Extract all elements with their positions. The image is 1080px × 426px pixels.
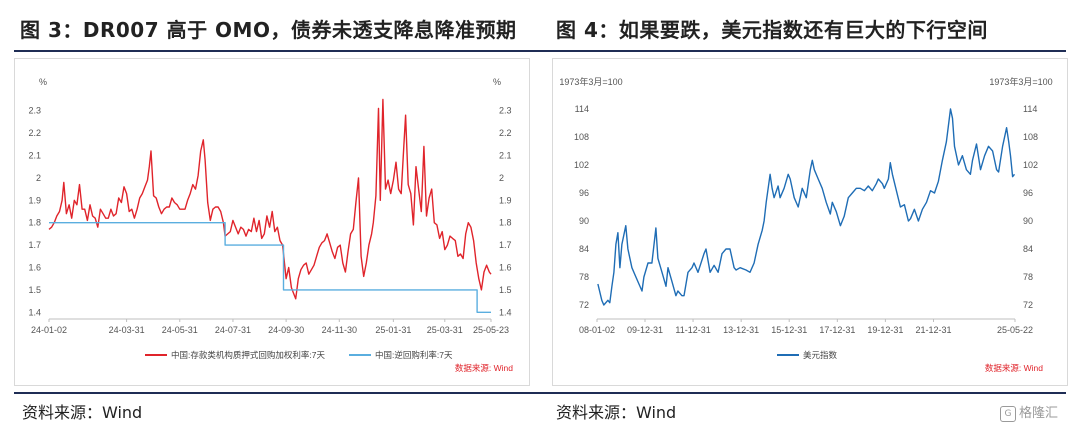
left-chart-xtick-label: 24-11-30 xyxy=(322,325,357,335)
left-chart-series-line-2 xyxy=(49,222,491,313)
left-chart-legend-label-1: 中国:存款类机构质押式回购加权利率:7天 xyxy=(171,350,325,360)
right-chart-left-ytick-label: 96 xyxy=(579,188,589,198)
left-chart-left-ytick-label: 1.6 xyxy=(28,262,41,272)
right-chart-svg: 1973年3月=100 1973年3月=100 72 72 78 78 84 84 90 90 96… xyxy=(559,76,1052,373)
right-chart-xtick-label: 25-05-22 xyxy=(997,325,1033,335)
left-chart-right-ytick-label: 2.3 xyxy=(499,106,512,116)
right-chart-xtick-label: 21-12-31 xyxy=(915,325,951,335)
left-chart-left-ytick-label: 1.4 xyxy=(28,307,41,317)
left-chart-svg: % % 1.4 1.4 1.5 1.5 1.6 1.6 1.7 1.7 1.8 1.8 1.9 1.9 2 2… xyxy=(28,77,513,373)
left-source-text: 资料来源：Wind xyxy=(22,403,143,422)
left-chart-right-ytick-label: 1.4 xyxy=(499,307,512,317)
right-chart-right-ytick-label: 114 xyxy=(1023,104,1037,114)
left-chart-xtick-label: 24-05-31 xyxy=(162,325,198,335)
right-chart-right-ytick-label: 90 xyxy=(1023,216,1033,226)
left-chart-right-ytick-label: 1.8 xyxy=(499,218,512,228)
watermark-text: 格隆汇 xyxy=(1019,406,1059,421)
right-chart-legend-label-1: 美元指数 xyxy=(803,350,838,360)
right-chart-right-axis-unit: 1973年3月=100 xyxy=(989,76,1052,87)
left-chart-right-axis-unit: % xyxy=(493,77,501,87)
left-chart-xtick-label: 25-01-31 xyxy=(375,325,411,335)
right-chart-xtick-label: 11-12-31 xyxy=(675,325,710,335)
right-chart-left-ytick-label: 114 xyxy=(575,104,589,114)
right-chart-panel: 1973年3月=100 1973年3月=100 72 72 78 78 84 84 90 90 96… xyxy=(552,58,1068,386)
left-chart-left-ytick-label: 2 xyxy=(36,173,41,183)
left-chart-right-ytick-label: 1.7 xyxy=(499,240,512,250)
left-chart-left-ytick-label: 1.9 xyxy=(28,195,41,205)
right-chart-xtick-label: 13-12-31 xyxy=(723,325,759,335)
right-chart-right-ytick-label: 72 xyxy=(1023,300,1033,310)
left-chart-series-line-1 xyxy=(48,98,492,300)
left-chart-left-ytick-label: 2.3 xyxy=(28,106,41,116)
left-chart-xtick-label: 24-03-31 xyxy=(109,325,145,335)
right-chart-xtick-label: 09-12-31 xyxy=(627,325,663,335)
left-chart-xtick-label: 25-03-31 xyxy=(427,325,463,335)
right-chart-series-line-1 xyxy=(597,108,1016,306)
left-chart-left-ytick-label: 1.8 xyxy=(28,218,41,228)
left-chart-right-ytick-label: 2.2 xyxy=(499,128,512,138)
watermark-logo-icon: G xyxy=(1000,405,1016,422)
right-chart-right-ytick-label: 78 xyxy=(1023,272,1033,282)
left-chart-data-source-note: 数据来源: Wind xyxy=(455,363,513,373)
left-chart-legend-label-2: 中国:逆回购利率:7天 xyxy=(375,350,453,360)
left-chart-left-ytick-label: 1.7 xyxy=(28,240,41,250)
right-chart-left-ytick-label: 72 xyxy=(579,300,589,310)
left-chart-xtick-label: 25-05-23 xyxy=(473,325,509,335)
left-chart-left-ytick-label: 1.5 xyxy=(28,285,41,295)
right-source-text: 资料来源：Wind xyxy=(556,403,677,422)
left-chart-left-ytick-label: 2.1 xyxy=(28,150,41,160)
left-chart-panel: %% 1.4 1.4 1.5 1.5 1.6 1.6 1.7 1.7 1.8 1.8 1.9 1.9 2 2… xyxy=(14,58,530,386)
right-chart-right-ytick-label: 84 xyxy=(1023,244,1033,254)
right-chart-xtick-label: 17-12-31 xyxy=(819,325,855,335)
right-chart-left-ytick-label: 102 xyxy=(574,160,589,170)
header: 图 3：DR007 高于 OMO，债券未透支降息降准预期 图 4：如果要跌，美元… xyxy=(0,0,1080,50)
right-chart-xtick-label: 08-01-02 xyxy=(579,325,615,335)
right-chart-left-ytick-label: 84 xyxy=(579,244,589,254)
right-chart-left-ytick-label: 108 xyxy=(574,132,589,142)
right-chart-left-axis-unit: 1973年3月=100 xyxy=(559,76,622,87)
left-chart-right-ytick-label: 1.9 xyxy=(499,195,512,205)
left-chart-xtick-label: 24-09-30 xyxy=(268,325,304,335)
left-figure-title: 图 3：DR007 高于 OMO，债券未透支降息降准预期 xyxy=(20,18,517,42)
right-figure-title: 图 4：如果要跌，美元指数还有巨大的下行空间 xyxy=(556,18,988,42)
right-chart-left-ytick-label: 78 xyxy=(579,272,589,282)
right-chart-right-ytick-label: 108 xyxy=(1023,132,1038,142)
right-chart-xtick-label: 19-12-31 xyxy=(867,325,903,335)
right-chart-right-ytick-label: 96 xyxy=(1023,188,1033,198)
left-chart-left-axis-unit: % xyxy=(39,77,47,87)
right-chart-left-ytick-label: 90 xyxy=(579,216,589,226)
right-chart-xtick-label: 15-12-31 xyxy=(771,325,807,335)
left-chart-right-ytick-label: 2.1 xyxy=(499,150,512,160)
left-chart-right-ytick-label: 1.6 xyxy=(499,262,512,272)
watermark: G 格隆汇 xyxy=(1000,402,1058,422)
right-chart-data-source-note: 数据来源: Wind xyxy=(985,363,1043,373)
left-chart-right-ytick-label: 1.5 xyxy=(499,285,512,295)
left-chart-left-ytick-label: 2.2 xyxy=(28,128,41,138)
left-chart-xtick-label: 24-07-31 xyxy=(215,325,251,335)
bottom-rule xyxy=(14,392,1066,394)
top-rule xyxy=(14,50,1066,52)
right-chart-right-ytick-label: 102 xyxy=(1023,160,1038,170)
left-chart-right-ytick-label: 2 xyxy=(499,173,504,183)
left-chart-xtick-label: 24-01-02 xyxy=(31,325,67,335)
